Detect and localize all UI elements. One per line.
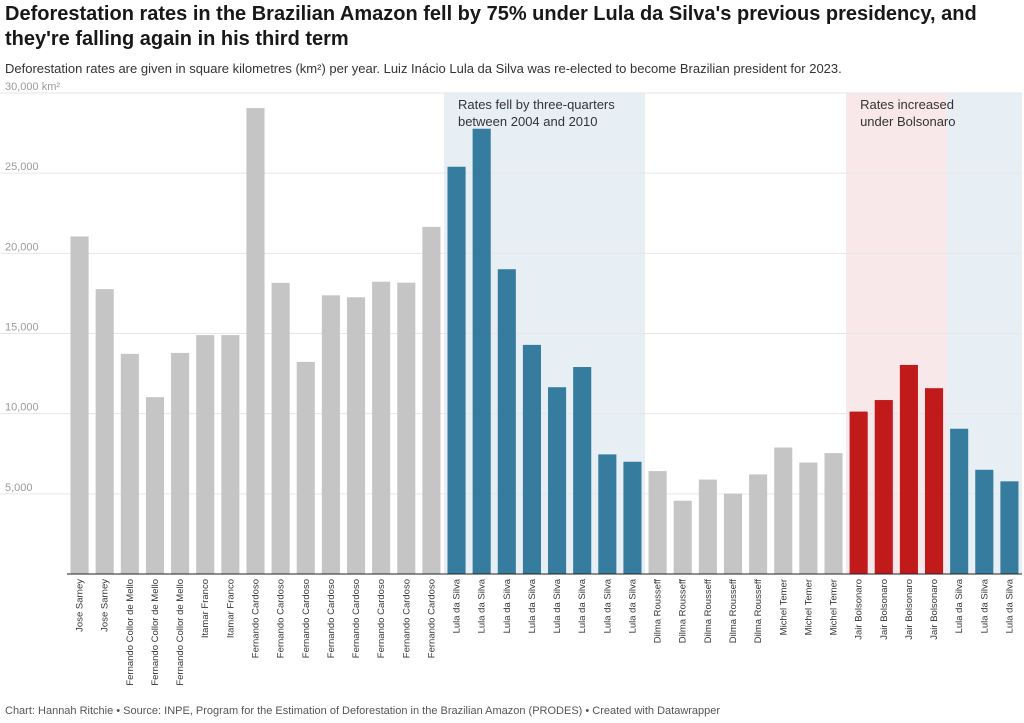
annotation-text: Rates fell by three-quarters: [458, 97, 615, 112]
bar: [723, 493, 743, 574]
bar: [196, 335, 215, 574]
bar: [598, 454, 617, 574]
x-tick-label: Itamar Franco: [225, 579, 236, 638]
bar: [145, 397, 165, 574]
x-tick-label: Lula da Silva: [627, 578, 638, 633]
bar: [120, 353, 139, 574]
x-tick-label: Fernando Cardoso: [426, 579, 437, 658]
bar: [522, 344, 541, 574]
bar: [447, 166, 466, 574]
x-tick-label: Lula da Silva: [527, 578, 538, 633]
x-tick-label: Fernando Cardoso: [301, 579, 312, 658]
annotation-text: between 2004 and 2010: [458, 114, 598, 129]
y-tick-label: 20,000: [5, 241, 39, 253]
bar: [849, 411, 868, 574]
x-tick-label: Jair Bolsonaro: [854, 579, 865, 640]
bar: [221, 335, 240, 574]
bar: [271, 282, 290, 574]
y-tick-label: 10,000: [5, 402, 39, 414]
annotation-text: Rates increased: [860, 97, 954, 112]
x-tick-label: Lula da Silva: [502, 578, 513, 633]
bar: [698, 479, 717, 574]
bar: [422, 226, 441, 574]
bar: [874, 400, 893, 574]
x-tick-label: Fernando Collor de Mello: [175, 579, 186, 686]
bar: [95, 289, 114, 574]
x-tick-label: Fernando Cardoso: [401, 579, 412, 658]
x-tick-label: Lula da Silva: [1004, 578, 1015, 633]
bar: [774, 447, 793, 574]
bar: [70, 236, 89, 574]
x-tick-label: Dilma Rousseff: [653, 579, 664, 644]
bar: [648, 471, 667, 574]
x-tick-label: Lula da Silva: [577, 578, 588, 633]
x-tick-label: Lula da Silva: [954, 578, 965, 633]
x-tick-label: Jair Bolsonaro: [879, 579, 890, 640]
bar: [548, 387, 567, 574]
bar: [824, 453, 843, 574]
bar: [1000, 481, 1019, 574]
x-tick-label: Lula da Silva: [477, 578, 488, 633]
bar: [397, 282, 416, 574]
annotations: Rates fell by three-quarters between 2004…: [458, 97, 956, 129]
x-tick-label: Fernando Collor de Mello: [150, 579, 161, 686]
bars: [70, 108, 1019, 574]
bar: [673, 500, 692, 574]
x-tick-label: Fernando Cardoso: [276, 579, 287, 658]
x-tick-label: Dilma Rousseff: [703, 579, 714, 644]
x-tick-label: Jair Bolsonaro: [904, 579, 915, 640]
bar: [372, 281, 391, 574]
x-tick-label: Lula da Silva: [452, 578, 463, 633]
x-tick-label: Lula da Silva: [552, 578, 563, 633]
y-tick-label: 15,000: [5, 322, 39, 334]
bar: [346, 297, 366, 574]
x-tick-label: Fernando Cardoso: [351, 579, 362, 658]
source-footer: Chart: Hannah Ritchie • Source: INPE, Pr…: [5, 705, 721, 717]
y-tick-label: 25,000: [5, 161, 39, 173]
bar: [497, 269, 516, 574]
y-tick-label: 30,000 km²: [5, 81, 60, 93]
annotation-text: under Bolsonaro: [860, 114, 955, 129]
x-tick-label: Dilma Rousseff: [753, 579, 764, 644]
x-tick-label: Fernando Cardoso: [376, 579, 387, 658]
bar: [950, 428, 969, 574]
x-tick-label: Michel Temer: [803, 579, 814, 635]
x-tick-label: Jose Sarney: [75, 579, 86, 632]
x-tick-label: Fernando Cardoso: [250, 579, 261, 658]
bar: [573, 367, 592, 574]
x-tick-label: Itamar Franco: [200, 579, 211, 638]
bar: [472, 128, 491, 574]
chart-title: Deforestation rates in the Brazilian Ama…: [5, 3, 977, 50]
x-tick-label: Lula da Silva: [979, 578, 990, 633]
bar: [246, 108, 265, 574]
x-tick-label: Fernando Cardoso: [326, 579, 337, 658]
bar: [749, 474, 768, 574]
x-tick-label: Michel Temer: [778, 579, 789, 635]
x-tick-label: Jair Bolsonaro: [929, 579, 940, 640]
x-tick-label: Lula da Silva: [602, 578, 613, 633]
x-tick-label: Jose Sarney: [100, 579, 111, 632]
chart-subtitle: Deforestation rates are given in square …: [5, 61, 842, 76]
bar: [296, 361, 315, 574]
x-tick-label: Michel Temer: [829, 579, 840, 635]
bar: [171, 352, 190, 574]
x-axis: Jose Sarney Jose Sarney Fernando Collor de…: [67, 573, 1022, 686]
bar: [975, 469, 994, 574]
x-tick-label: Dilma Rousseff: [728, 579, 739, 644]
bar: [321, 295, 340, 574]
bar: [799, 462, 818, 574]
bar: [899, 364, 918, 574]
x-tick-label: Fernando Collor de Mello: [125, 579, 136, 686]
x-tick-label: Dilma Rousseff: [678, 579, 689, 644]
y-tick-label: 5,000: [5, 482, 33, 494]
bar: [924, 388, 944, 574]
bar: [623, 461, 642, 574]
